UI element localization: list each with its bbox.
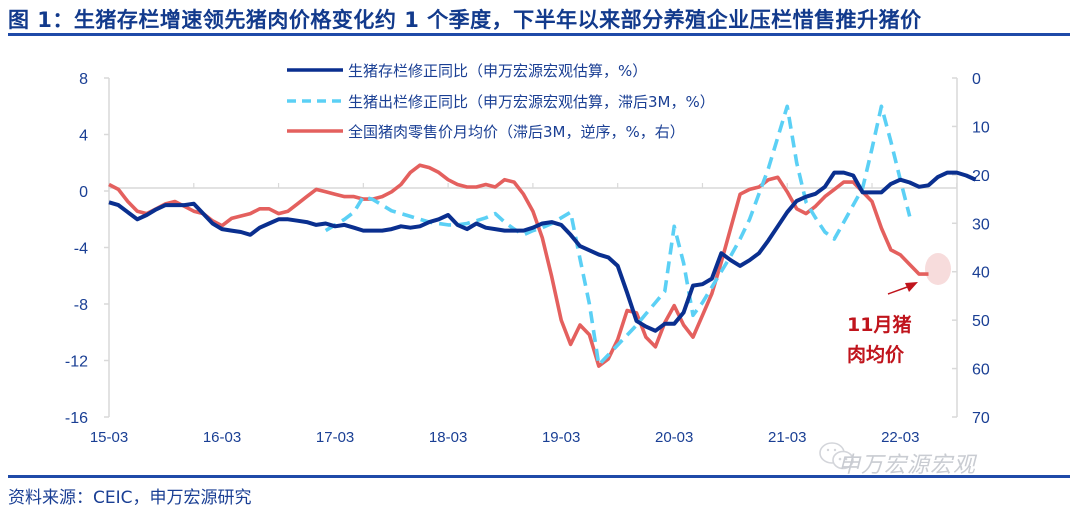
watermark-text: 申万宏源宏观 (838, 453, 977, 478)
title-divider (8, 33, 1070, 36)
series-stock-yoy (108, 170, 977, 333)
x-axis: 15-03 16-03 17-03 18-03 19-03 20-03 21-03 22-03 (90, 183, 958, 446)
right-tick-label: 20 (972, 168, 990, 185)
right-tick-label: 60 (972, 362, 990, 379)
right-tick-label: 0 (972, 71, 981, 88)
series-slaughter-yoy (324, 104, 912, 367)
right-tick-label: 70 (972, 410, 990, 427)
legend-label-slaughter: 生猪出栏修正同比（申万宏源宏观估算，滞后3M，%） (348, 93, 715, 111)
source-note: 资料来源：CEIC，申万宏源研究 (8, 488, 252, 508)
series-pork-price (108, 163, 929, 368)
legend-label-price: 全国猪肉零售价月均价（滞后3M，逆序，%，右） (348, 123, 685, 141)
wechat-icon (819, 442, 854, 470)
legend-label-stock: 生猪存栏修正同比（申万宏源宏观估算，%） (348, 62, 647, 80)
x-tick-label: 20-03 (655, 429, 693, 446)
left-y-axis: 8 4 0 -4 -8 -12 -16 (65, 71, 110, 427)
x-tick-label: 16-03 (203, 429, 241, 446)
x-tick-label: 18-03 (429, 429, 467, 446)
left-tick-label: 0 (79, 184, 88, 201)
x-tick-label: 17-03 (316, 429, 354, 446)
right-tick-label: 50 (972, 313, 990, 330)
highlight-marker (925, 253, 951, 285)
x-tick-label: 21-03 (768, 429, 806, 446)
right-tick-label: 40 (972, 265, 990, 282)
left-tick-label: -8 (74, 297, 88, 314)
right-tick-label: 30 (972, 216, 990, 233)
annotation-arrow (887, 282, 918, 295)
x-tick-label: 22-03 (881, 429, 919, 446)
legend: 生猪存栏修正同比（申万宏源宏观估算，%） 生猪出栏修正同比（申万宏源宏观估算，滞… (287, 62, 715, 141)
annotation-line-1: 11月猪 (847, 314, 912, 336)
figure-title: 图 1：生猪存栏增速领先猪肉价格变化约 1 个季度，下半年以来部分养殖企业压栏惜… (8, 8, 922, 32)
left-tick-label: 4 (79, 128, 88, 145)
right-tick-label: 10 (972, 119, 990, 136)
left-tick-label: -4 (74, 241, 88, 258)
annotation-line-2: 肉均价 (847, 344, 905, 366)
x-tick-label: 19-03 (542, 429, 580, 446)
left-tick-label: -12 (65, 354, 88, 371)
x-tick-label: 15-03 (90, 429, 128, 446)
annotation-label: 11月猪 肉均价 (847, 310, 911, 370)
left-tick-label: -16 (65, 410, 88, 427)
left-tick-label: 8 (79, 71, 88, 88)
right-y-axis: 0 10 20 30 40 50 60 70 (952, 71, 990, 427)
footer-divider (8, 475, 1070, 478)
